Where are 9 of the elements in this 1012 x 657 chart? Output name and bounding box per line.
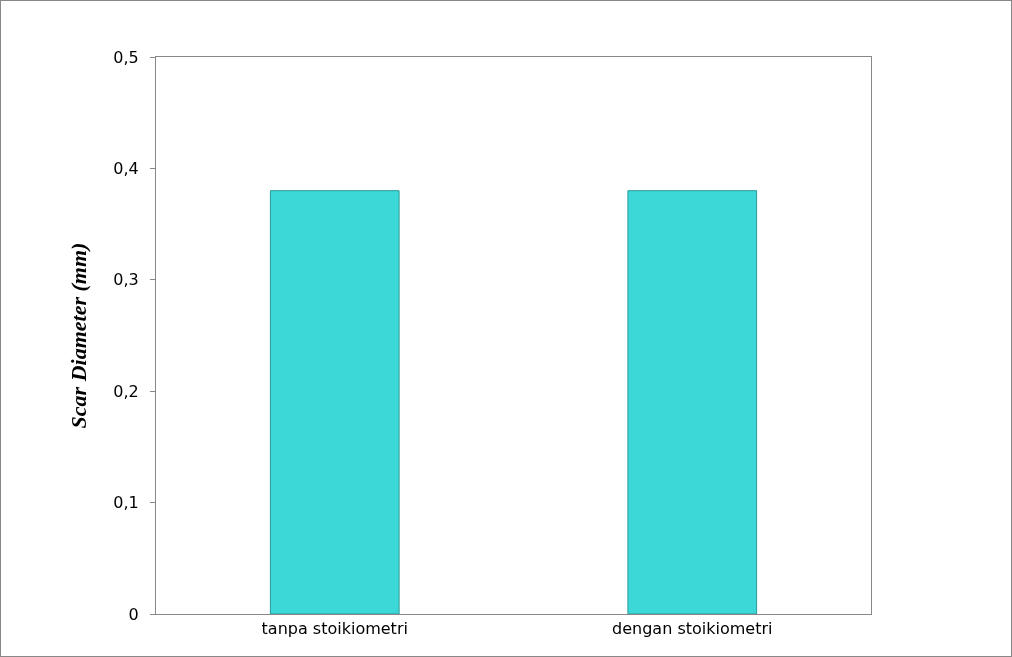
y-tick-label: 0,4 xyxy=(113,159,139,178)
y-tick-label: 0 xyxy=(128,604,139,624)
y-tick-label: 0,3 xyxy=(113,270,139,290)
x-tick-label: dengan stoikiometri xyxy=(612,619,773,639)
y-tick-label: 0,1 xyxy=(113,493,139,513)
y-axis-title: Scar Diameter (mm) xyxy=(66,242,92,429)
y-tick-label: 0,5 xyxy=(113,47,139,67)
y-tick-label: 0,2 xyxy=(113,381,139,401)
x-tick-label: tanpa stoikiometri xyxy=(261,619,408,639)
